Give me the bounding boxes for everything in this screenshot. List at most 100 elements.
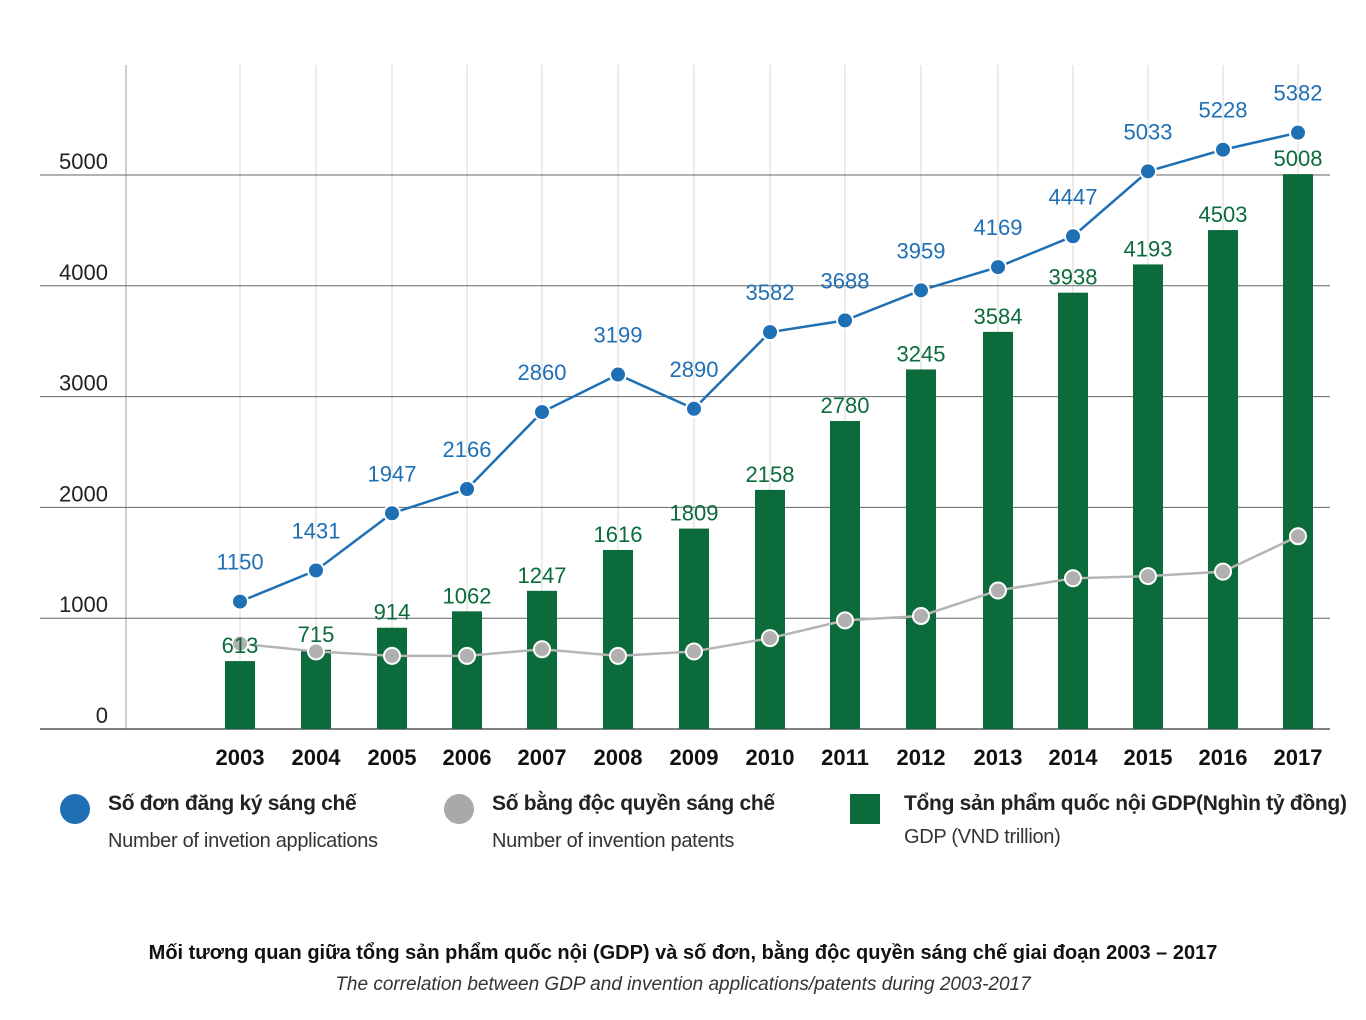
bar-gdp: [679, 528, 709, 729]
point-patents: [458, 646, 476, 665]
x-tick-label: 2015: [1124, 745, 1173, 770]
data-label-gdp: 715: [298, 622, 335, 647]
y-tick-label: 0: [96, 703, 108, 728]
bar-gdp: [906, 369, 936, 729]
x-tick-label: 2016: [1199, 745, 1248, 770]
y-tick-label: 4000: [59, 260, 108, 285]
data-label-applications: 5382: [1274, 81, 1323, 106]
data-label-applications: 5033: [1124, 119, 1173, 144]
point-applications: [231, 592, 249, 611]
data-label-gdp: 1809: [670, 501, 719, 526]
chart-caption-subtitle: The correlation between GDP and inventio…: [335, 974, 1031, 995]
point-applications: [1289, 123, 1307, 142]
point-patents: [685, 642, 703, 661]
point-patents: [761, 629, 779, 648]
point-applications: [836, 311, 854, 330]
point-patents: [383, 646, 401, 665]
x-tick-label: 2008: [594, 745, 643, 770]
bar-gdp: [983, 331, 1013, 729]
data-label-applications: 2860: [518, 360, 567, 385]
bar-gdp: [755, 489, 785, 729]
data-label-gdp: 2158: [746, 462, 795, 487]
data-label-gdp: 914: [374, 600, 411, 625]
data-label-gdp: 613: [222, 633, 259, 658]
point-patents: [1064, 569, 1082, 588]
data-label-gdp: 4503: [1199, 202, 1248, 227]
data-label-applications: 2166: [443, 437, 492, 462]
legend-swatch-applications: [60, 794, 90, 824]
legend-title-gdp: Tổng sản phẩm quốc nội GDP(Nghìn tỷ đồng…: [904, 792, 1347, 815]
bar-gdp: [225, 661, 255, 729]
x-tick-label: 2012: [897, 745, 946, 770]
x-tick-label: 2006: [443, 745, 492, 770]
data-label-applications: 4447: [1049, 184, 1098, 209]
data-label-applications: 2890: [670, 357, 719, 382]
data-label-applications: 1150: [216, 550, 263, 575]
data-label-applications: 5228: [1199, 98, 1248, 123]
legend-title-patents: Số bằng độc quyền sáng chế: [492, 792, 775, 815]
y-tick-label: 2000: [59, 481, 108, 506]
bar-gdp: [377, 627, 407, 729]
point-patents: [836, 611, 854, 630]
data-label-gdp: 4193: [1124, 236, 1173, 261]
x-tick-label: 2013: [974, 745, 1023, 770]
point-patents: [1214, 562, 1232, 581]
y-tick-label: 3000: [59, 371, 108, 396]
bar-gdp: [1133, 264, 1163, 729]
point-applications: [912, 281, 930, 300]
y-tick-label: 5000: [59, 149, 108, 174]
bar-gdp: [1058, 292, 1088, 729]
legend-subtitle-gdp: GDP (VND trillion): [904, 826, 1061, 848]
legend-title-applications: Số đơn đăng ký sáng chế: [108, 792, 357, 815]
x-tick-label: 2017: [1274, 745, 1323, 770]
x-tick-label: 2004: [292, 745, 342, 770]
bar-gdp: [1208, 230, 1238, 729]
x-tick-label: 2009: [670, 745, 719, 770]
point-applications: [1139, 162, 1157, 181]
legend-swatch-patents: [444, 794, 474, 824]
point-patents: [609, 646, 627, 665]
bar-gdp: [452, 611, 482, 729]
chart: 0 1000 2000 3000 4000 5000 2003 2004 2005 2006 200…: [40, 65, 1330, 770]
data-label-gdp: 3245: [897, 341, 946, 366]
data-label-gdp: 5008: [1274, 146, 1323, 171]
point-patents: [231, 634, 249, 653]
point-applications: [533, 403, 551, 422]
point-applications: [685, 399, 703, 418]
data-label-gdp: 3938: [1049, 265, 1098, 290]
data-label-applications: 1947: [368, 461, 417, 486]
bar-gdp: [1283, 174, 1313, 730]
data-label-applications: 3582: [746, 280, 795, 305]
legend-subtitle-patents: Number of invention patents: [492, 830, 735, 852]
bar-gdp: [527, 590, 557, 729]
point-applications: [307, 561, 325, 580]
data-label-gdp: 3584: [974, 304, 1023, 329]
legend-swatch-gdp: [850, 794, 880, 824]
bar-gdp: [603, 549, 633, 729]
point-patents: [912, 606, 930, 625]
point-applications: [458, 480, 476, 499]
data-label-applications: 4169: [974, 215, 1023, 240]
data-label-applications: 1431: [292, 518, 341, 543]
data-label-gdp: 1616: [594, 522, 643, 547]
data-label-applications: 3688: [821, 268, 870, 293]
point-patents: [1289, 527, 1307, 546]
bar-gdp: [301, 649, 331, 729]
bar-gdp: [830, 420, 860, 729]
legend-subtitle-applications: Number of invetion applications: [108, 830, 378, 852]
point-applications: [761, 323, 779, 342]
data-label-gdp: 2780: [821, 393, 870, 418]
data-label-gdp: 1247: [518, 563, 567, 588]
point-patents: [989, 581, 1007, 600]
x-tick-label: 2014: [1049, 745, 1099, 770]
x-tick-label: 2007: [518, 745, 567, 770]
point-patents: [307, 642, 325, 661]
data-label-applications: 3959: [897, 238, 946, 263]
point-applications: [989, 258, 1007, 277]
point-applications: [1214, 140, 1232, 159]
data-label-gdp: 1062: [443, 583, 492, 608]
x-tick-label: 2003: [216, 745, 265, 770]
data-label-applications: 3199: [594, 323, 643, 348]
point-applications: [383, 504, 401, 523]
x-tick-label: 2005: [368, 745, 417, 770]
